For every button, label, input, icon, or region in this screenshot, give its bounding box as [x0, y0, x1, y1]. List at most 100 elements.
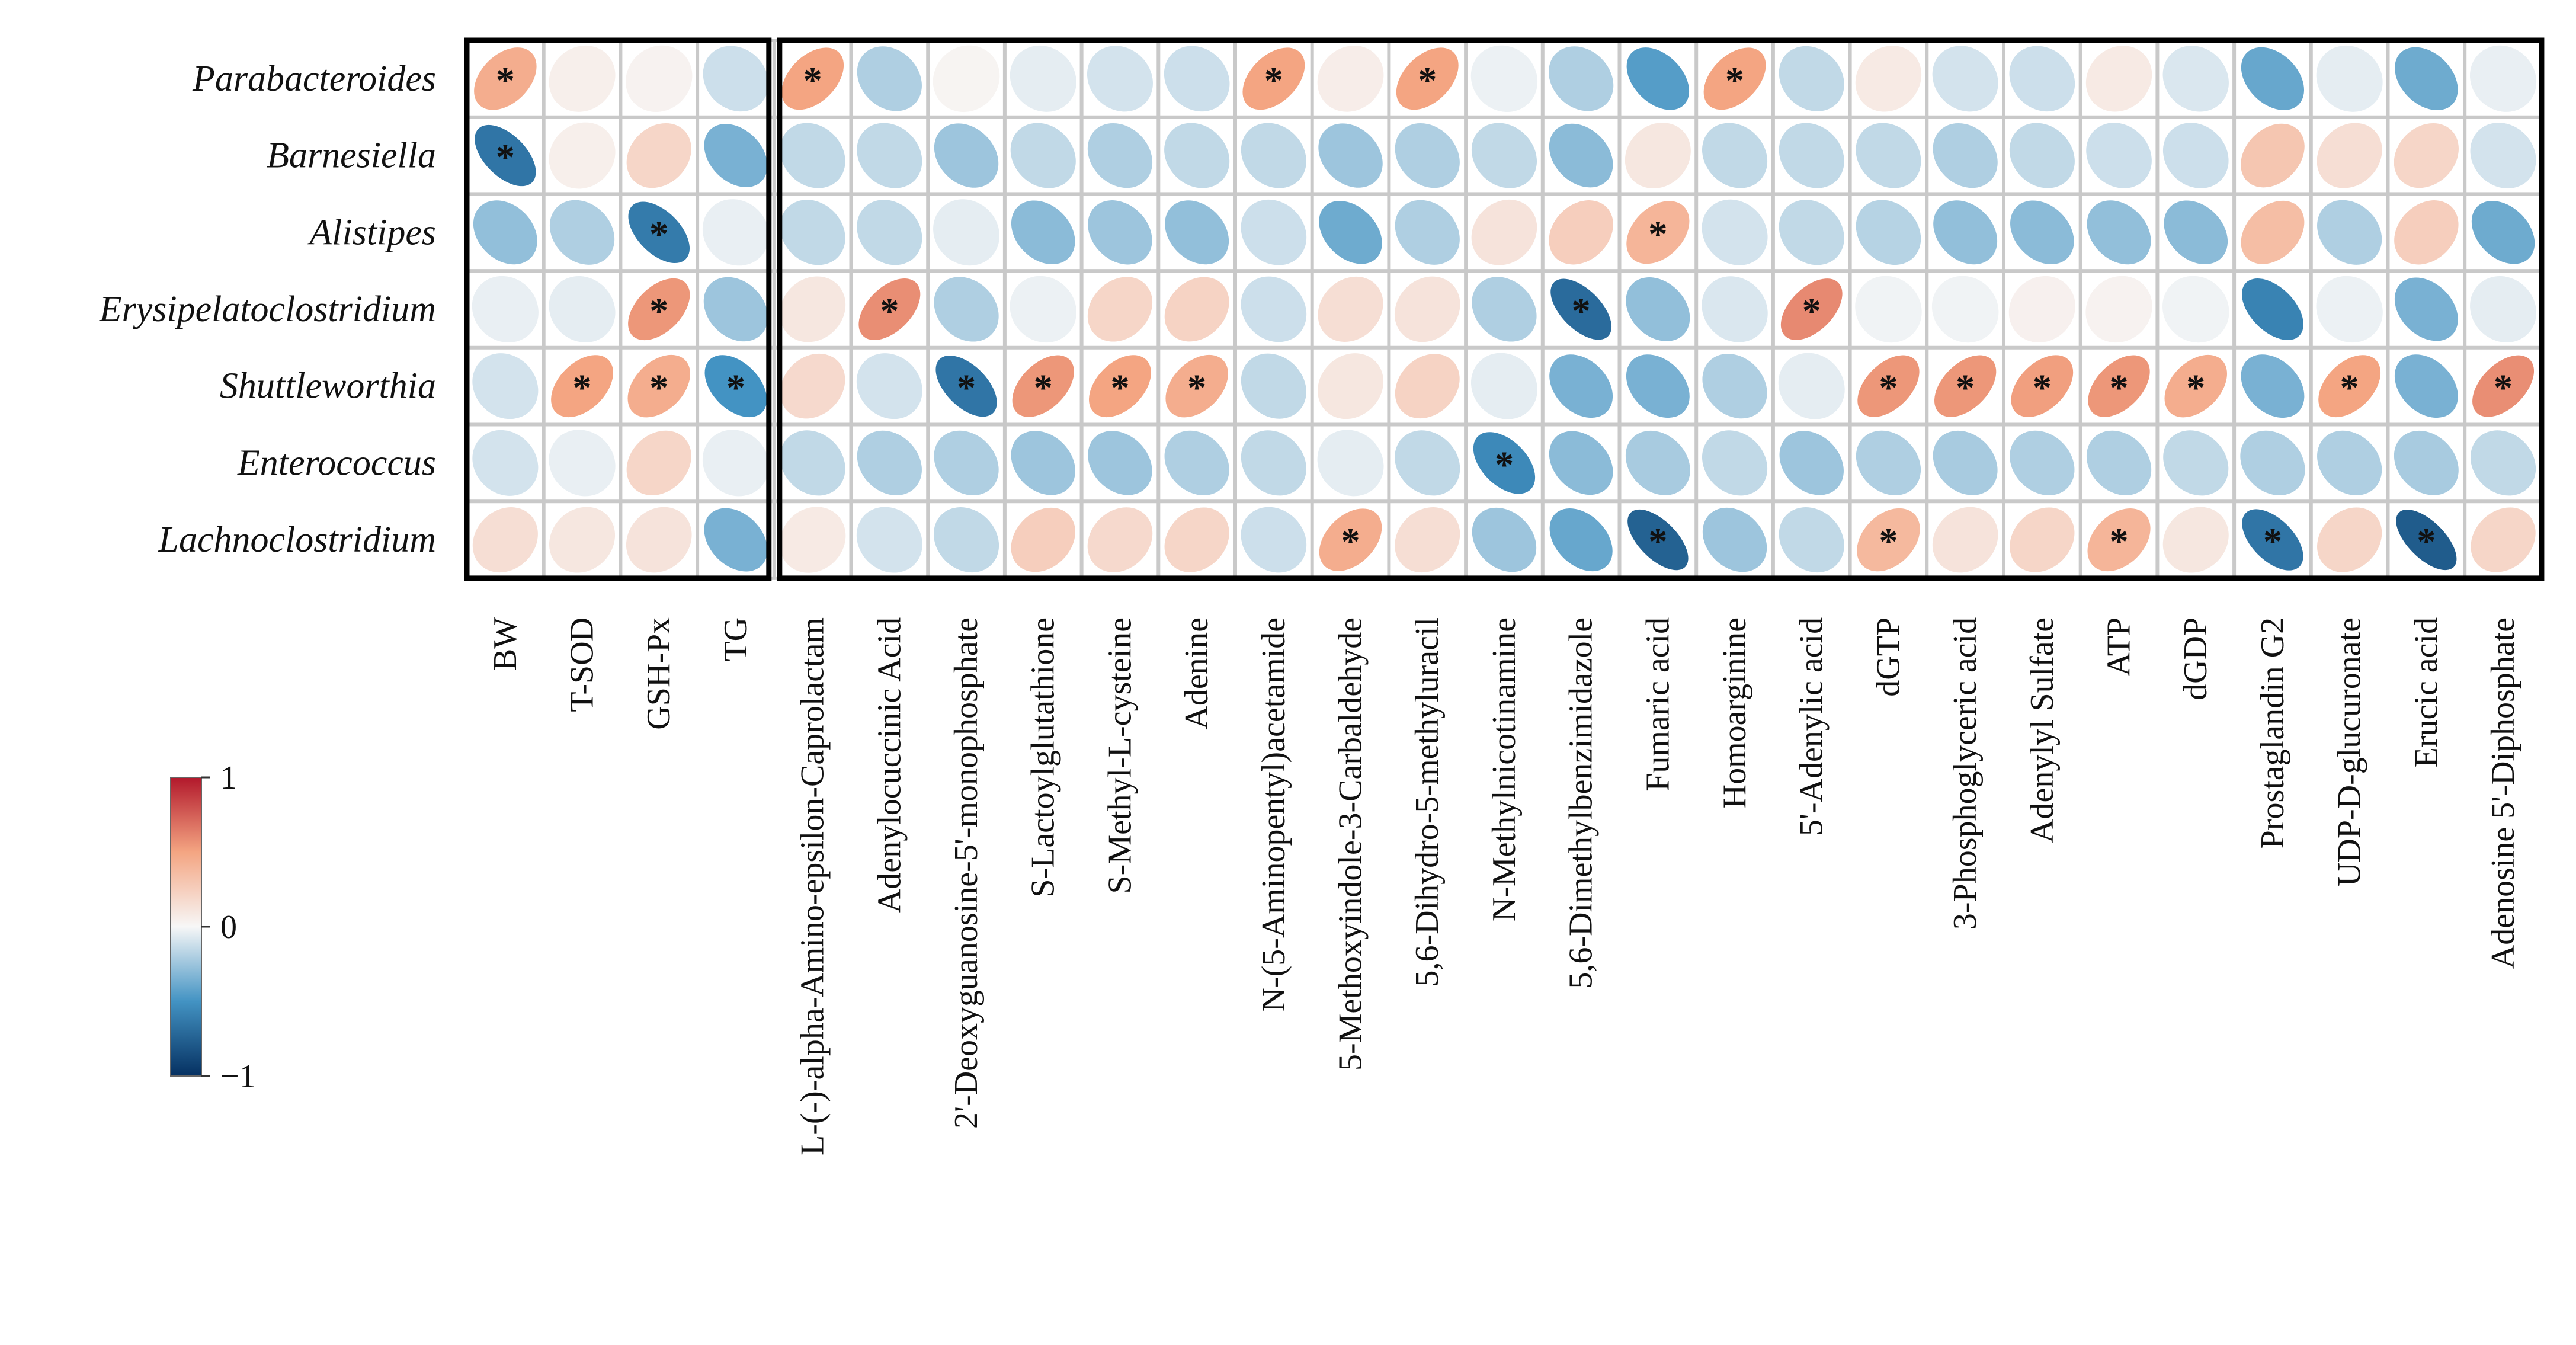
significance-marker-4-7: *: [1034, 367, 1053, 409]
column-label-26: Adenosine 5'-Diphosphate: [2485, 617, 2521, 969]
cell-ellipse-1-10: [1241, 123, 1306, 188]
column-label-21: ATP: [2101, 617, 2138, 677]
cell-ellipse-3-19: [1931, 276, 1999, 343]
cell-ellipse-0-10: [1242, 47, 1305, 110]
colorbar: [170, 777, 202, 1077]
cell-ellipse-4-13: [1470, 353, 1537, 419]
cell-ellipse-6-18: [1857, 508, 1920, 572]
cell-ellipse-0-2: [626, 45, 693, 113]
cell-ellipse-3-3: [703, 277, 768, 342]
column-label-15: Fumaric acid: [1639, 617, 1676, 792]
significance-marker-4-9: *: [1187, 367, 1206, 409]
cell-ellipse-1-1: [549, 122, 616, 189]
cell-ellipse-4-15: [1626, 354, 1690, 418]
cell-ellipse-5-23: [2240, 430, 2305, 495]
significance-marker-3-14: *: [1572, 290, 1591, 332]
significance-marker-6-23: *: [2263, 520, 2282, 562]
cell-ellipse-4-12: [1395, 354, 1460, 419]
cell-ellipse-5-7: [1011, 431, 1075, 495]
cell-ellipse-1-5: [857, 123, 922, 188]
cell-ellipse-3-2: [628, 278, 690, 341]
cell-ellipse-4-10: [1241, 353, 1306, 419]
cell-ellipse-2-3: [702, 199, 770, 266]
column-label-2: GSH-Px: [640, 617, 677, 730]
cell-ellipse-1-24: [2317, 123, 2382, 188]
significance-marker-4-1: *: [573, 367, 592, 409]
significance-marker-4-8: *: [1110, 367, 1129, 409]
significance-marker-4-26: *: [2494, 367, 2513, 409]
cell-ellipse-2-6: [933, 199, 1000, 266]
cell-ellipse-3-10: [1241, 276, 1307, 342]
cell-ellipse-1-22: [2162, 123, 2229, 188]
cell-ellipse-2-0: [473, 200, 537, 265]
cell-ellipse-6-8: [1087, 507, 1153, 572]
cell-ellipse-6-15: [1627, 509, 1689, 571]
cell-ellipse-3-21: [2085, 276, 2152, 343]
cell-ellipse-0-22: [2162, 46, 2229, 112]
significance-marker-6-15: *: [1648, 520, 1667, 562]
cell-ellipse-3-24: [2316, 276, 2383, 343]
significance-marker-6-11: *: [1341, 520, 1360, 562]
column-labels: BW T-SOD GSH-Px TG L-(-)-alpha-Amino-epsilon…: [487, 617, 2521, 1155]
cell-ellipse-1-19: [1933, 123, 1998, 188]
column-label-25: Erucic acid: [2408, 617, 2444, 767]
significance-marker-1-0: *: [496, 136, 515, 178]
column-label-4: L-(-)-alpha-Amino-epsilon-Caprolactam: [794, 617, 831, 1155]
cell-ellipse-0-12: [1396, 47, 1459, 110]
row-label-0: Parabacteroides: [192, 59, 436, 99]
row-label-5: Enterococcus: [237, 443, 436, 483]
cell-ellipse-4-4: [780, 353, 845, 419]
cell-ellipse-0-1: [549, 45, 616, 112]
cell-ellipse-6-20: [2010, 507, 2075, 572]
significance-marker-4-18: *: [1879, 367, 1898, 409]
column-label-20: Adenylyl Sulfate: [2024, 617, 2061, 843]
cell-ellipse-3-7: [1010, 276, 1076, 343]
significance-marker-6-21: *: [2110, 520, 2129, 562]
cell-ellipse-1-16: [1702, 123, 1768, 188]
cell-ellipse-6-25: [2396, 509, 2457, 571]
cell-ellipse-0-9: [1164, 46, 1230, 112]
cell-ellipse-6-14: [1549, 508, 1613, 572]
cell-ellipse-3-1: [549, 276, 616, 342]
cell-ellipse-5-6: [934, 430, 999, 495]
cell-ellipse-4-0: [472, 353, 539, 419]
cell-ellipse-1-25: [2394, 123, 2459, 188]
cell-ellipse-6-19: [1932, 507, 1998, 573]
cell-ellipse-6-13: [1472, 507, 1537, 572]
cell-ellipse-6-22: [2162, 507, 2229, 573]
cell-ellipse-1-2: [626, 123, 691, 188]
cell-ellipse-0-16: [1703, 47, 1766, 110]
cell-ellipse-4-26: [2472, 355, 2535, 417]
row-label-6: Lachnoclostridium: [158, 520, 436, 560]
significance-marker-0-0: *: [496, 59, 515, 101]
cell-ellipse-6-17: [1779, 507, 1844, 573]
cell-ellipse-0-13: [1470, 45, 1538, 113]
cell-ellipse-1-18: [1856, 123, 1921, 188]
cell-ellipse-5-9: [1164, 430, 1229, 495]
significance-marker-3-17: *: [1802, 290, 1821, 332]
cell-ellipse-6-26: [2471, 507, 2536, 572]
cell-ellipse-4-5: [856, 353, 922, 419]
cell-ellipse-2-22: [2164, 200, 2228, 265]
cell-ellipse-3-6: [934, 277, 999, 342]
cell-ellipse-2-21: [2087, 200, 2151, 265]
cell-ellipse-5-13: [1473, 432, 1536, 494]
cell-ellipse-1-26: [2470, 123, 2536, 189]
cell-ellipse-2-23: [2241, 200, 2305, 264]
cell-ellipse-3-14: [1550, 278, 1612, 340]
cell-ellipse-4-20: [2011, 355, 2074, 417]
cell-ellipse-5-19: [1933, 430, 1998, 495]
cell-ellipse-0-3: [703, 46, 769, 112]
cell-ellipse-5-10: [1241, 430, 1306, 496]
cell-ellipse-6-7: [1011, 507, 1075, 572]
cell-ellipse-4-6: [935, 356, 997, 417]
cell-ellipse-5-11: [1317, 430, 1384, 497]
significance-marker-4-6: *: [957, 367, 976, 409]
cell-ellipse-1-8: [1087, 123, 1153, 188]
row-label-2: Alistipes: [307, 212, 436, 252]
cell-ellipse-4-17: [1778, 353, 1845, 419]
cell-ellipse-0-6: [933, 45, 1000, 113]
cell-ellipse-2-4: [780, 200, 845, 265]
cell-ellipse-1-23: [2241, 123, 2305, 188]
